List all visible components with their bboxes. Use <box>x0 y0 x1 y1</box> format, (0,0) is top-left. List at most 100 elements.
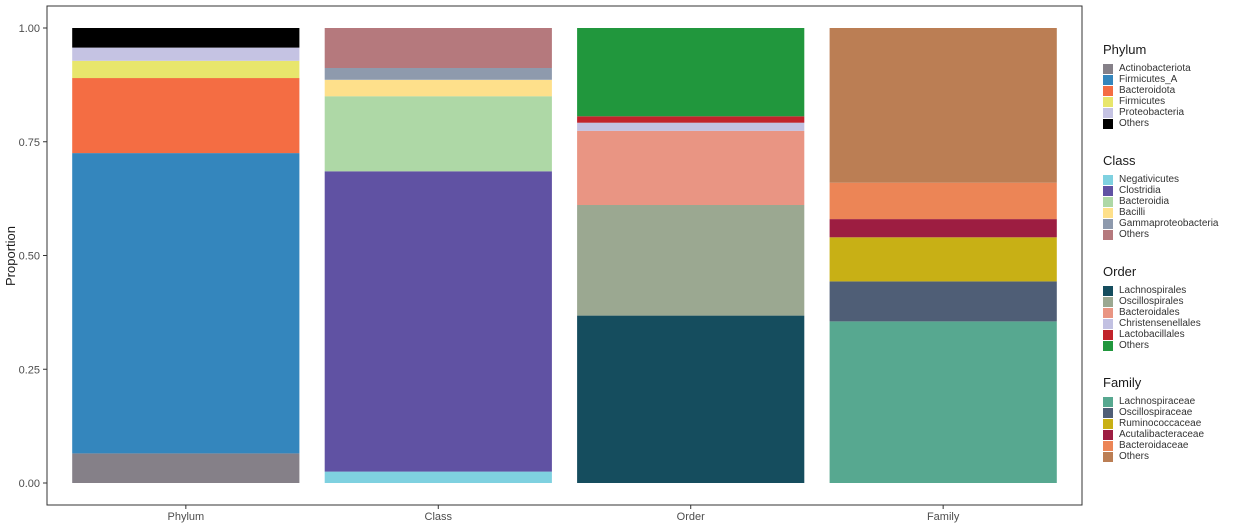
bar-segment-class-gammaproteobacteria <box>324 68 552 80</box>
legend-key-swatch <box>1103 207 1113 218</box>
legend-label: Oscillospiraceae <box>1119 407 1193 418</box>
legend-item: Bacilli <box>1103 207 1233 218</box>
legend-item: Lachnospiraceae <box>1103 396 1233 407</box>
legend-key-swatch <box>1103 229 1113 240</box>
legend-label: Negativicutes <box>1119 174 1180 185</box>
bar-segment-order-bacteroidales <box>577 130 805 205</box>
bar-segment-family-others <box>829 28 1057 183</box>
legend-item: Firmicutes <box>1103 96 1233 107</box>
legend-key-swatch <box>1103 185 1113 196</box>
legend-label: Bacteroidia <box>1119 196 1170 207</box>
legend-item: Lachnospirales <box>1103 285 1233 296</box>
legend-item: Clostridia <box>1103 185 1233 196</box>
legend-label: Proteobacteria <box>1119 107 1185 118</box>
legend-label: Lactobacillales <box>1119 329 1185 340</box>
legend-label: Firmicutes_A <box>1119 74 1178 85</box>
bar-segment-order-christensenellales <box>577 122 805 131</box>
legend-label: Oscillospirales <box>1119 296 1184 307</box>
bar-segment-family-oscillospiraceae <box>829 281 1057 322</box>
legend-item: Others <box>1103 229 1233 240</box>
legend-item: Bacteroidota <box>1103 85 1233 96</box>
bar-segment-order-lachnospirales <box>577 315 805 483</box>
legend-label: Lachnospirales <box>1119 285 1187 296</box>
legend-label: Others <box>1119 118 1150 129</box>
bar-segment-phylum-firmicutes <box>72 60 300 79</box>
legend-key-swatch <box>1103 429 1113 440</box>
y-axis-title: Proportion <box>3 226 18 286</box>
legend-item: Actinobacteriota <box>1103 63 1233 74</box>
x-axis: Phylum Class Order Family <box>167 505 960 523</box>
legend-title: Order <box>1103 264 1137 279</box>
legend-label: Bacilli <box>1119 207 1146 218</box>
legend-key-swatch <box>1103 218 1113 229</box>
legend-key-swatch <box>1103 329 1113 340</box>
bar-segment-class-bacteroidia <box>324 96 552 172</box>
legend-label: Others <box>1119 229 1150 240</box>
x-tick-label-class: Class <box>425 511 453 523</box>
legend: Phylum Actinobacteriota Firmicutes_A Bacter… <box>1103 42 1233 486</box>
legend-item: Negativicutes <box>1103 174 1233 185</box>
legend-item: Acutalibacteraceae <box>1103 429 1233 440</box>
bar-segment-family-bacteroidaceae <box>829 182 1057 220</box>
bar-segment-class-clostridia <box>324 171 552 472</box>
bar-segment-class-bacilli <box>324 79 552 97</box>
legend-label: Gammaproteobacteria <box>1119 218 1219 229</box>
legend-label: Actinobacteriota <box>1119 63 1191 74</box>
bar-segment-phylum-others <box>72 28 300 48</box>
legend-title: Class <box>1103 153 1136 168</box>
legend-item: Others <box>1103 118 1233 129</box>
legend-label: Acutalibacteraceae <box>1119 429 1205 440</box>
legend-item: Ruminococcaceae <box>1103 418 1233 429</box>
y-tick-label: 1.00 <box>19 23 40 35</box>
bar-segment-family-ruminococcaceae <box>829 237 1057 282</box>
legend-class: Class Negativicutes Clostridia Bacteroidia B… <box>1103 153 1233 240</box>
legend-key-swatch <box>1103 318 1113 329</box>
legend-item: Bacteroidia <box>1103 196 1233 207</box>
y-tick-label: 0.75 <box>19 137 40 149</box>
legend-order: Order Lachnospirales Oscillospirales Bacter… <box>1103 264 1233 351</box>
legend-key-swatch <box>1103 196 1113 207</box>
legend-key-swatch <box>1103 107 1113 118</box>
legend-item: Bacteroidales <box>1103 307 1233 318</box>
legend-key-swatch <box>1103 451 1113 462</box>
legend-family: Family Lachnospiraceae Oscillospiraceae Rum… <box>1103 375 1233 462</box>
legend-item: Others <box>1103 340 1233 351</box>
bar-stack-phylum <box>72 28 300 483</box>
bar-segment-class-negativicutes <box>324 471 552 483</box>
bar-segment-phylum-proteobacteria <box>72 47 300 61</box>
legend-key-swatch <box>1103 118 1113 129</box>
legend-key-swatch <box>1103 96 1113 107</box>
legend-key-swatch <box>1103 407 1113 418</box>
legend-item: Christensenellales <box>1103 318 1233 329</box>
y-axis: 0.00 0.25 0.50 0.75 1.00 <box>19 23 47 490</box>
bar-stack-order <box>577 28 805 483</box>
legend-key-swatch <box>1103 396 1113 407</box>
legend-key-swatch <box>1103 74 1113 85</box>
bar-segment-class-others <box>324 28 552 68</box>
legend-title: Phylum <box>1103 42 1147 57</box>
legend-item: Oscillospiraceae <box>1103 407 1233 418</box>
bar-segment-family-lachnospiraceae <box>829 321 1057 483</box>
y-tick-label: 0.50 <box>19 251 40 263</box>
legend-label: Bacteroidota <box>1119 85 1176 96</box>
legend-key-swatch <box>1103 296 1113 307</box>
legend-key-swatch <box>1103 418 1113 429</box>
legend-phylum: Phylum Actinobacteriota Firmicutes_A Bacter… <box>1103 42 1233 129</box>
legend-label: Ruminococcaceae <box>1119 418 1202 429</box>
bar-segment-phylum-actinobacteriota <box>72 453 300 483</box>
legend-key-swatch <box>1103 440 1113 451</box>
y-tick-label: 0.00 <box>19 478 40 490</box>
legend-key-swatch <box>1103 307 1113 318</box>
legend-label: Bacteroidales <box>1119 307 1180 318</box>
legend-item: Gammaproteobacteria <box>1103 218 1233 229</box>
legend-key-swatch <box>1103 340 1113 351</box>
x-tick-label-family: Family <box>927 511 960 523</box>
bar-segment-phylum-firmicutes-a <box>72 153 300 454</box>
legend-key-swatch <box>1103 285 1113 296</box>
legend-title: Family <box>1103 375 1142 390</box>
legend-item: Firmicutes_A <box>1103 74 1233 85</box>
bar-segment-order-oscillospirales <box>577 205 805 316</box>
legend-label: Christensenellales <box>1119 318 1201 329</box>
legend-key-swatch <box>1103 174 1113 185</box>
